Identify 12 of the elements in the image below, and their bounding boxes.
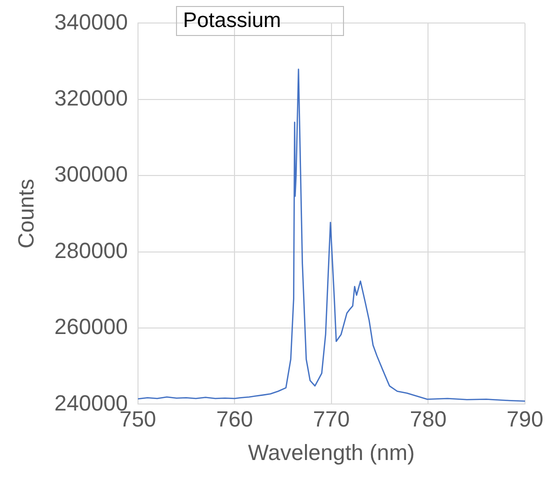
x-tick-label: 760 bbox=[216, 406, 253, 432]
y-tick-label: 300000 bbox=[54, 162, 128, 187]
y-tick-label: 280000 bbox=[54, 238, 128, 263]
x-tick-label: 790 bbox=[506, 406, 544, 432]
y-tick-label: 340000 bbox=[54, 9, 128, 34]
y-tick-label: 260000 bbox=[54, 314, 128, 340]
x-tick-label: 770 bbox=[313, 406, 350, 432]
y-tick-label: 320000 bbox=[54, 85, 128, 110]
x-axis-title: Wavelength (nm) bbox=[248, 440, 415, 465]
chart-title: Potassium bbox=[176, 6, 344, 36]
x-tick-label: 780 bbox=[410, 406, 447, 432]
y-axis-title: Counts bbox=[13, 178, 38, 249]
